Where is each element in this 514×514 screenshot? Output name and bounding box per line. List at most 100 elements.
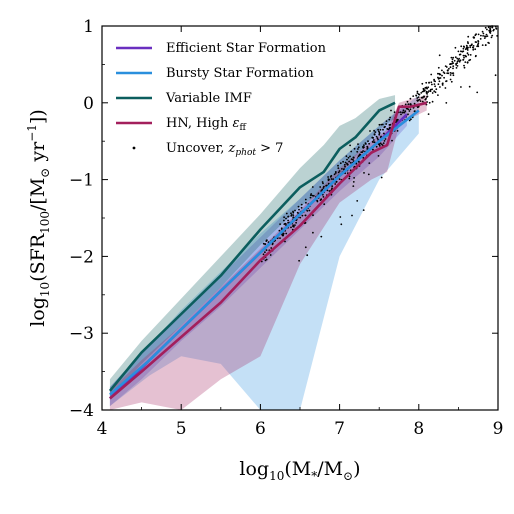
scatter-point — [424, 98, 427, 101]
y-label-close: ]) — [27, 109, 49, 124]
scatter-point — [337, 171, 340, 174]
series-line-3 — [109, 101, 428, 400]
x-label-close: ) — [353, 458, 360, 480]
scatter-point — [393, 111, 396, 114]
scatter-point — [457, 50, 460, 53]
scatter-point — [326, 189, 329, 192]
scatter-point — [477, 45, 480, 48]
scatter-point — [278, 229, 281, 232]
scatter-point — [338, 170, 341, 172]
scatter-point — [465, 44, 468, 47]
legend-uncover-sym: z — [228, 141, 236, 156]
scatter-point — [475, 41, 478, 43]
scatter-point — [298, 259, 300, 262]
scatter-point — [320, 198, 323, 201]
scatter-point — [469, 44, 472, 47]
scatter-point — [327, 176, 329, 178]
scatter-point — [416, 106, 419, 109]
x-label-log: log — [239, 458, 269, 480]
scatter-point — [287, 219, 289, 222]
y-label-sub: 10 — [38, 282, 52, 297]
y-label-yr: yr — [27, 141, 49, 168]
scatter-point — [420, 92, 423, 94]
scatter-point — [441, 83, 444, 85]
scatter-point — [474, 48, 477, 51]
scatter-point — [322, 187, 325, 189]
legend-hn-main: HN, High — [166, 116, 232, 131]
scatter-point — [378, 123, 381, 126]
legend-label-hn: HN, High εff — [166, 116, 246, 133]
scatter-point — [290, 214, 293, 216]
scatter-point — [293, 225, 295, 228]
scatter-point — [381, 123, 384, 126]
scatter-point — [416, 90, 419, 93]
scatter-point — [467, 42, 469, 45]
scatter-point — [441, 69, 443, 72]
scatter-point — [438, 72, 441, 75]
scatter-point — [486, 28, 488, 31]
scatter-point — [300, 203, 303, 206]
scatter-point — [437, 83, 440, 86]
scatter-point — [486, 35, 489, 37]
legend-uncover-tail: > 7 — [256, 141, 283, 156]
scatter-point — [306, 210, 309, 212]
scatter-point — [421, 90, 424, 93]
x-label-sub: 10 — [269, 469, 284, 483]
scatter-point — [287, 221, 289, 224]
scatter-point — [489, 31, 491, 34]
scatter-point — [357, 143, 359, 146]
scatter-point — [416, 100, 419, 102]
scatter-point — [412, 95, 415, 97]
scatter-point — [477, 33, 480, 36]
scatter-point — [378, 145, 381, 147]
scatter-point — [444, 65, 447, 67]
legend-uncover-main: Uncover, — [166, 141, 229, 156]
scatter-point — [421, 96, 424, 99]
scatter-point — [426, 95, 429, 98]
scatter-point — [285, 212, 288, 215]
scatter-point — [382, 142, 385, 145]
scatter-point — [462, 59, 464, 61]
scatter-point — [351, 214, 353, 217]
scatter-point — [282, 234, 284, 237]
scatter-point — [342, 160, 344, 163]
scatter-point — [340, 223, 343, 226]
y-label-mid: /[M — [27, 178, 49, 211]
scatter-point — [416, 97, 419, 99]
scatter-point — [445, 80, 447, 83]
scatter-point — [264, 243, 266, 246]
scatter-point — [460, 86, 462, 88]
scatter-point — [419, 100, 422, 102]
scatter-point — [323, 203, 326, 206]
scatter-point — [469, 46, 472, 49]
scatter-point — [368, 142, 370, 145]
scatter-point — [346, 158, 348, 161]
scatter-point — [423, 95, 426, 98]
scatter-point — [475, 54, 477, 57]
scatter-point — [347, 156, 350, 159]
scatter-point — [372, 139, 375, 141]
scatter-point — [320, 235, 323, 238]
scatter-point — [421, 82, 424, 85]
scatter-point — [406, 100, 409, 103]
scatter-point — [431, 100, 434, 103]
scatter-point — [377, 128, 379, 131]
scatter-point — [297, 205, 300, 208]
scatter-point — [377, 155, 380, 157]
scatter-point — [346, 163, 349, 166]
scatter-point — [332, 178, 335, 181]
scatter-point — [327, 178, 330, 181]
scatter-point — [438, 80, 441, 83]
x-tick-label: 6 — [255, 419, 266, 439]
scatter-point — [323, 185, 325, 188]
scatter-point — [479, 38, 482, 40]
scatter-point — [388, 124, 391, 126]
scatter-point — [296, 211, 299, 214]
scatter-point — [495, 28, 498, 30]
scatter-point — [449, 78, 452, 81]
scatter-point — [282, 232, 285, 235]
scatter-point — [283, 216, 285, 219]
scatter-point — [319, 186, 322, 188]
x-label-sun: ⊙ — [343, 469, 353, 483]
scatter-point — [402, 109, 405, 112]
